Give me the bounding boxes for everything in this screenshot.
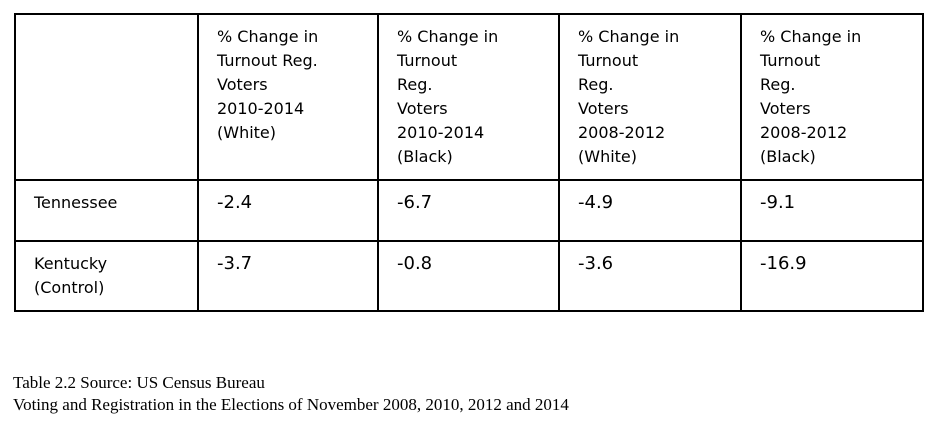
caption-source-line: Table 2.2 Source: US Census Bureau — [13, 373, 265, 392]
table-row-kentucky: Kentucky (Control) -3.7 -0.8 -3.6 -16.9 — [14, 240, 924, 312]
column-header-2010-2014-black: % Change in Turnout Reg. Voters 2010-201… — [377, 13, 560, 181]
column-header-2010-2014-white: % Change in Turnout Reg. Voters 2010-201… — [197, 13, 379, 181]
row-label-kentucky: Kentucky (Control) — [14, 240, 199, 312]
table-caption: Table 2.2 Source: US Census Bureau Votin… — [13, 372, 569, 416]
value-tennessee-2008-2012-black: -9.1 — [740, 179, 924, 242]
corner-cell — [14, 13, 199, 181]
row-label-tennessee: Tennessee — [14, 179, 199, 242]
table-row-tennessee: Tennessee -2.4 -6.7 -4.9 -9.1 — [14, 179, 924, 242]
turnout-change-table: % Change in Turnout Reg. Voters 2010-201… — [14, 13, 924, 312]
caption-subtitle-line: Voting and Registration in the Elections… — [13, 395, 569, 414]
value-kentucky-2008-2012-white: -3.6 — [558, 240, 742, 312]
value-kentucky-2010-2014-white: -3.7 — [197, 240, 379, 312]
value-tennessee-2010-2014-black: -6.7 — [377, 179, 560, 242]
column-header-2008-2012-black: % Change in Turnout Reg. Voters 2008-201… — [740, 13, 924, 181]
value-kentucky-2010-2014-black: -0.8 — [377, 240, 560, 312]
column-header-2008-2012-white: % Change in Turnout Reg. Voters 2008-201… — [558, 13, 742, 181]
value-tennessee-2008-2012-white: -4.9 — [558, 179, 742, 242]
table-header-row: % Change in Turnout Reg. Voters 2010-201… — [14, 13, 924, 181]
value-tennessee-2010-2014-white: -2.4 — [197, 179, 379, 242]
value-kentucky-2008-2012-black: -16.9 — [740, 240, 924, 312]
